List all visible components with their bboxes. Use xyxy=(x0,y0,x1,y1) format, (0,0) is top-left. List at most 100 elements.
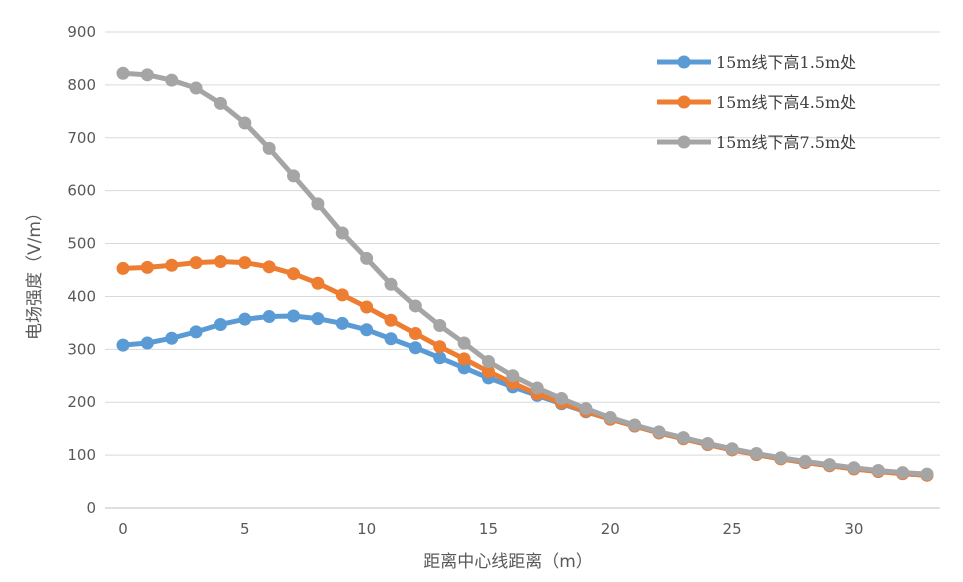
data-point xyxy=(311,276,325,290)
data-point xyxy=(189,325,203,339)
series-1 xyxy=(116,309,934,482)
data-point xyxy=(506,369,520,383)
data-point xyxy=(238,256,252,270)
y-tick-label: 800 xyxy=(67,76,96,94)
series-2 xyxy=(116,255,934,482)
data-point xyxy=(628,418,642,432)
legend-swatch-marker xyxy=(677,95,691,109)
data-point xyxy=(701,436,715,450)
data-point xyxy=(408,299,422,313)
gridlines xyxy=(105,31,940,509)
data-point xyxy=(384,313,398,327)
data-point xyxy=(457,352,471,366)
y-tick-label: 300 xyxy=(67,340,96,358)
legend-label: 15m线下高4.5m处 xyxy=(716,93,856,112)
data-point xyxy=(360,300,374,314)
series-3 xyxy=(116,66,934,481)
data-point xyxy=(384,277,398,291)
data-point xyxy=(165,331,179,345)
series-line xyxy=(120,313,930,478)
x-tick-label: 5 xyxy=(240,520,250,538)
data-point xyxy=(555,392,569,406)
data-point xyxy=(896,466,910,480)
data-point xyxy=(213,255,227,269)
x-tick-label: 10 xyxy=(357,520,376,538)
data-point xyxy=(335,226,349,240)
data-point xyxy=(335,316,349,330)
data-point xyxy=(311,197,325,211)
series-line xyxy=(120,70,930,477)
data-point xyxy=(725,442,739,456)
legend-item-1: 15m线下高1.5m处 xyxy=(657,53,856,72)
data-point xyxy=(481,354,495,368)
data-point xyxy=(213,317,227,331)
data-point xyxy=(287,267,301,281)
data-point xyxy=(311,312,325,326)
data-point xyxy=(140,260,154,274)
data-point xyxy=(189,256,203,270)
data-point xyxy=(774,451,788,465)
data-point xyxy=(408,341,422,355)
y-tick-label: 500 xyxy=(67,235,96,253)
data-point xyxy=(433,319,447,333)
x-tick-label: 15 xyxy=(479,520,498,538)
series-group xyxy=(116,66,934,482)
data-point xyxy=(140,68,154,82)
legend-swatch-marker xyxy=(677,55,691,69)
y-tick-label: 0 xyxy=(86,499,96,517)
x-tick-label: 30 xyxy=(844,520,863,538)
data-point xyxy=(116,261,130,275)
data-point xyxy=(140,336,154,350)
data-point xyxy=(262,260,276,274)
data-point xyxy=(847,461,861,475)
data-point xyxy=(238,312,252,326)
legend-label: 15m线下高7.5m处 xyxy=(716,133,856,152)
series-line xyxy=(120,259,930,478)
data-point xyxy=(360,251,374,265)
data-point xyxy=(603,411,617,425)
data-point xyxy=(189,81,203,95)
legend-swatch-marker xyxy=(677,135,691,149)
y-tick-label: 400 xyxy=(67,287,96,305)
data-point xyxy=(920,467,934,481)
x-tick-label: 20 xyxy=(601,520,620,538)
data-point xyxy=(287,169,301,183)
data-point xyxy=(165,258,179,272)
data-point xyxy=(871,463,885,477)
y-tick-labels: 0 100 200 300 400 500 600 700 800 900 xyxy=(67,23,96,517)
data-point xyxy=(116,338,130,352)
data-point xyxy=(213,96,227,110)
y-tick-label: 600 xyxy=(67,182,96,200)
data-point xyxy=(384,332,398,346)
x-tick-labels: 0 5 10 15 20 25 30 xyxy=(118,520,863,538)
data-point xyxy=(798,454,812,468)
y-tick-label: 900 xyxy=(67,23,96,41)
x-tick-label: 0 xyxy=(118,520,128,538)
data-point xyxy=(165,73,179,87)
data-point xyxy=(823,458,837,472)
data-point xyxy=(457,361,471,375)
data-point xyxy=(262,310,276,324)
y-tick-label: 100 xyxy=(67,446,96,464)
y-axis-title: 电场强度（V/m） xyxy=(25,204,45,340)
data-point xyxy=(287,309,301,323)
data-point xyxy=(433,340,447,354)
data-point xyxy=(579,402,593,416)
data-point xyxy=(749,447,763,461)
data-point xyxy=(116,66,130,80)
data-point xyxy=(433,351,447,365)
data-point xyxy=(530,381,544,395)
data-point xyxy=(676,431,690,445)
x-tick-label: 25 xyxy=(723,520,742,538)
data-point xyxy=(238,116,252,130)
data-point xyxy=(652,425,666,439)
data-point xyxy=(360,323,374,337)
x-axis-title: 距离中心线距离（m） xyxy=(423,552,593,572)
legend: 15m线下高1.5m处 15m线下高4.5m处 15m线下高7.5m处 xyxy=(657,53,856,152)
legend-item-2: 15m线下高4.5m处 xyxy=(657,93,856,112)
data-point xyxy=(481,365,495,379)
y-tick-label: 200 xyxy=(67,393,96,411)
data-point xyxy=(457,336,471,350)
